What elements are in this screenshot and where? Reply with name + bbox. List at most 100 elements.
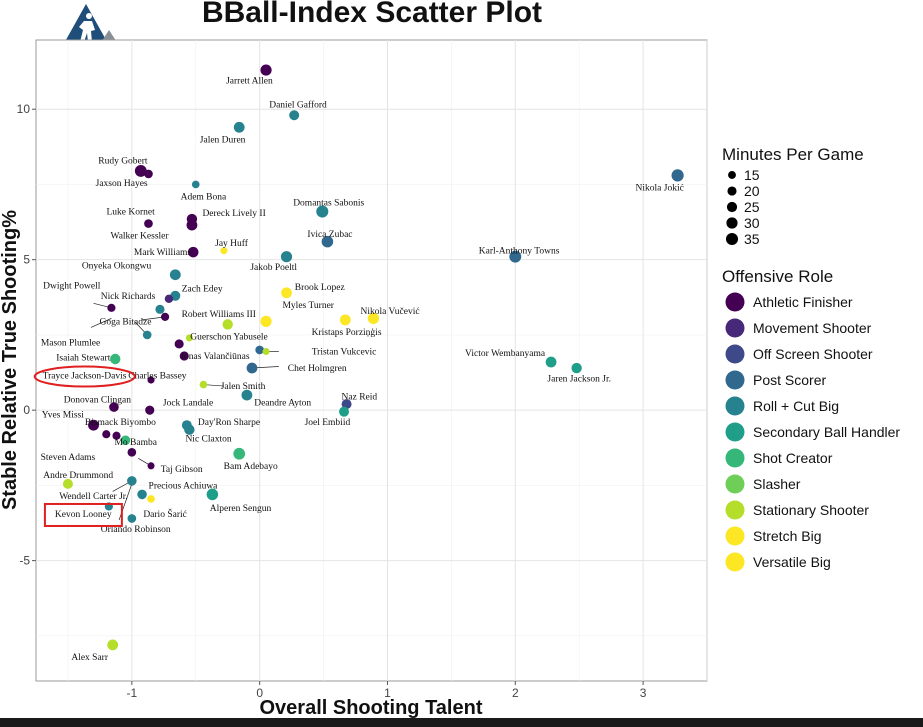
- data-point: [206, 488, 219, 501]
- x-tick-label: 2: [512, 686, 519, 700]
- color-legend-label: Athletic Finisher: [753, 294, 853, 310]
- point-label: Naz Reid: [342, 393, 378, 403]
- data-point: [260, 64, 272, 76]
- color-legend-label: Stationary Shooter: [753, 502, 869, 518]
- point-label: Jock Landale: [163, 399, 213, 409]
- point-label: Victor Wembanyama: [465, 349, 546, 359]
- data-point: [62, 478, 73, 489]
- point-label: Kristaps Porziņģis: [312, 327, 382, 338]
- point-label: Yves Missi: [42, 411, 84, 421]
- size-legend-title: Minutes Per Game: [722, 145, 864, 164]
- data-point: [281, 287, 292, 299]
- data-point: [339, 406, 350, 417]
- color-legend-key: [725, 474, 745, 494]
- data-point: [161, 312, 170, 321]
- color-legend-label: Versatile Big: [753, 554, 831, 570]
- size-legend-key: [726, 217, 738, 229]
- data-point: [144, 219, 153, 228]
- color-legend-key: [725, 422, 745, 442]
- data-point: [179, 351, 189, 361]
- data-point: [255, 345, 264, 355]
- point-label: Jakob Poeltl: [250, 263, 297, 273]
- data-point: [155, 304, 165, 314]
- data-point: [127, 514, 137, 523]
- x-axis-title: Overall Shooting Talent: [260, 697, 483, 718]
- data-point: [321, 235, 334, 248]
- data-point: [102, 430, 111, 439]
- data-point: [186, 219, 198, 231]
- point-label: Onyeka Okongwu: [82, 262, 152, 272]
- data-point: [164, 294, 174, 304]
- point-label: Tristan Vukcevic: [312, 347, 377, 357]
- highlight-box: [43, 502, 123, 527]
- data-point: [316, 205, 329, 218]
- point-label: Myles Turner: [282, 301, 334, 311]
- point-label: Daniel Gafford: [269, 100, 327, 111]
- color-legend-label: Stretch Big: [753, 528, 821, 544]
- data-point: [145, 405, 155, 415]
- point-label: Kevon Looney: [55, 510, 112, 520]
- color-legend-label: Shot Creator: [753, 450, 833, 466]
- x-tick-label: -1: [127, 686, 138, 700]
- point-label: Jaren Jackson Jr.: [547, 375, 611, 385]
- data-point: [107, 303, 116, 312]
- point-label: Wendell Carter Jr.: [59, 492, 128, 502]
- color-legend-label: Secondary Ball Handler: [753, 424, 900, 440]
- point-label: Orlando Robinson: [101, 525, 171, 535]
- data-point: [233, 447, 246, 460]
- point-label: Precious Achiuwa: [149, 481, 219, 491]
- point-label: Jalen Smith: [221, 382, 266, 392]
- data-point: [174, 339, 184, 349]
- point-label: Nick Richards: [101, 292, 156, 302]
- data-point: [260, 315, 272, 327]
- point-label: Charles Bassey: [128, 372, 187, 382]
- color-legend-key: [725, 370, 745, 390]
- point-label: Nikola Jokić: [636, 183, 684, 193]
- size-legend-label: 30: [744, 215, 760, 231]
- point-label: Guerschon Yabusele: [190, 332, 268, 342]
- data-point: [185, 334, 193, 342]
- data-point: [120, 435, 131, 446]
- color-legend-key: [725, 318, 745, 338]
- data-point: [127, 476, 137, 486]
- point-label: Andre Drummond: [43, 471, 113, 481]
- data-point: [241, 389, 253, 401]
- color-legend-key: [725, 552, 745, 572]
- point-label: Jaxson Hayes: [96, 179, 148, 189]
- color-legend-label: Off Screen Shooter: [753, 346, 873, 362]
- point-label: Bam Adebayo: [224, 462, 278, 472]
- data-point: [280, 251, 293, 263]
- highlight-ellipse: [33, 365, 136, 388]
- x-tick-label: 3: [640, 686, 647, 700]
- point-label: Donovan Clingan: [64, 396, 132, 406]
- point-label: Karl-Anthony Towns: [479, 247, 560, 257]
- y-tick-label: 10: [17, 102, 31, 116]
- point-label: Domantas Sabonis: [293, 199, 364, 209]
- point-label: Jonas Valančiūnas: [180, 352, 250, 362]
- point-label: Robert Williams III: [182, 310, 256, 320]
- data-point: [127, 447, 137, 457]
- size-legend-key: [727, 186, 737, 196]
- point-label: Joel Embiid: [305, 418, 351, 428]
- data-point: [169, 269, 181, 281]
- color-legend-key: [725, 396, 745, 416]
- size-legend-key: [725, 232, 739, 246]
- leader-line: [90, 318, 112, 328]
- size-legend-key: [728, 171, 736, 179]
- point-labels: Jarrett Allen Daniel Gafford Jalen Duren Ru…: [41, 77, 684, 663]
- data-point: [144, 169, 153, 179]
- point-label: Brook Lopez: [295, 283, 345, 293]
- color-legend-key: [725, 526, 745, 546]
- size-legend-label: 20: [744, 183, 760, 199]
- data-point: [289, 110, 300, 121]
- point-label: Bismack Biyombo: [85, 418, 156, 428]
- color-legend-label: Slasher: [753, 476, 801, 492]
- point-label: Nikola Vučević: [360, 307, 419, 317]
- point-label: Isaiah Stewart: [56, 353, 110, 363]
- color-legend-key: [725, 500, 745, 520]
- point-label: Taj Gibson: [161, 465, 203, 475]
- data-point: [220, 247, 228, 255]
- data-point: [545, 356, 557, 368]
